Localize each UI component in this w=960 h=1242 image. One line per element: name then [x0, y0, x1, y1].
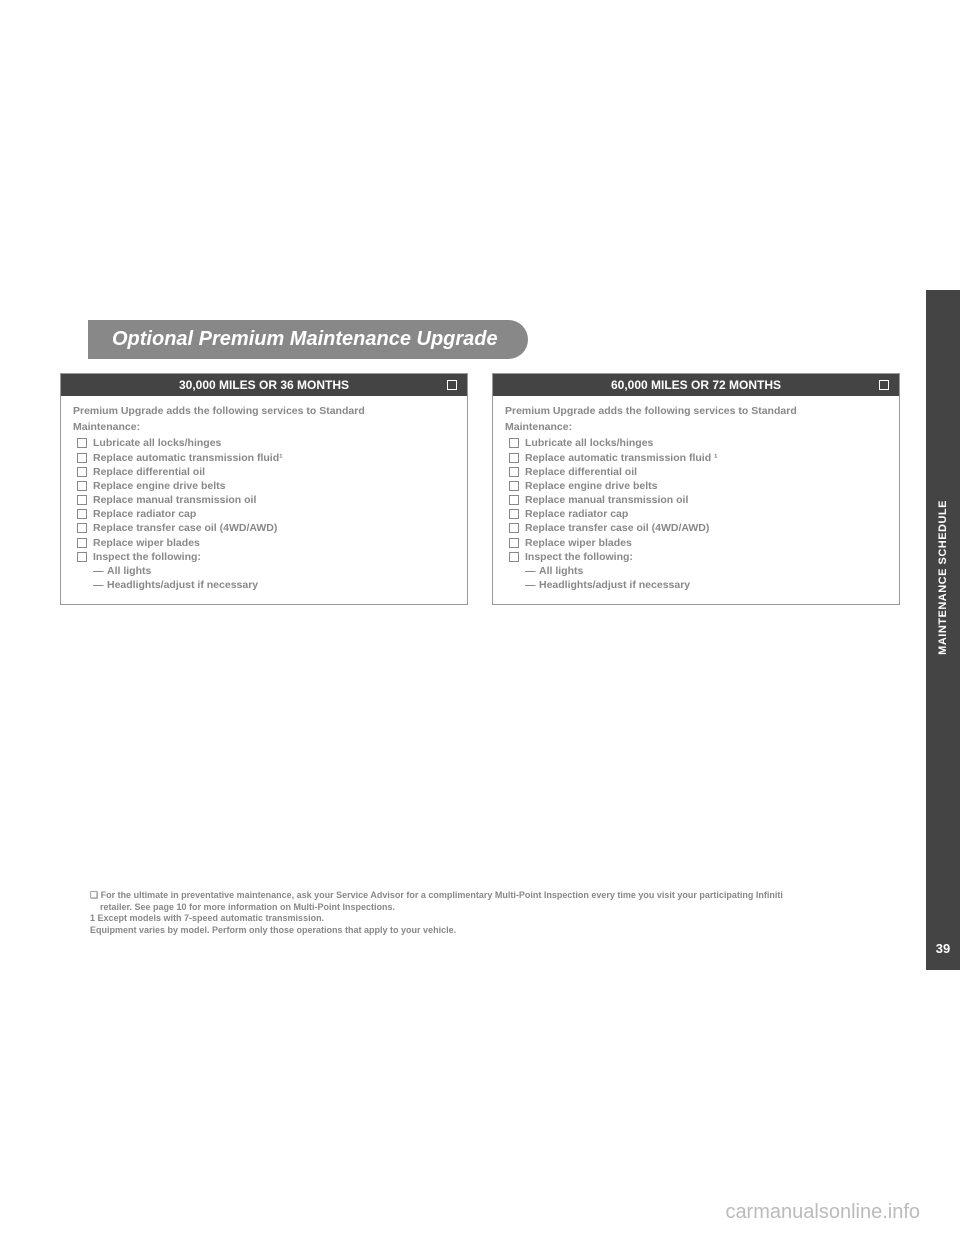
list-item: Replace wiper blades	[509, 536, 887, 550]
card-header-60000: 60,000 MILES OR 72 MONTHS	[493, 374, 899, 396]
cards-row: 30,000 MILES OR 36 MONTHS Premium Upgrad…	[60, 373, 900, 605]
sub-service-list: All lights Headlights/adjust if necessar…	[73, 564, 455, 592]
list-item: Replace wiper blades	[77, 536, 455, 550]
list-item: Inspect the following:	[77, 550, 455, 564]
intro-text: Premium Upgrade adds the following servi…	[505, 404, 887, 418]
list-item: Replace automatic transmission fluid ¹	[509, 451, 887, 465]
list-item: Replace radiator cap	[509, 507, 887, 521]
side-tab-label: MAINTENANCE SCHEDULE	[937, 500, 949, 655]
list-item: All lights	[525, 564, 887, 578]
intro-text-2: Maintenance:	[73, 420, 455, 434]
list-item: Replace engine drive belts	[509, 479, 887, 493]
card-header-30000: 30,000 MILES OR 36 MONTHS	[61, 374, 467, 396]
intro-text: Premium Upgrade adds the following servi…	[73, 404, 455, 418]
list-item: Replace transfer case oil (4WD/AWD)	[509, 521, 887, 535]
list-item: Replace manual transmission oil	[77, 493, 455, 507]
list-item: All lights	[93, 564, 455, 578]
list-item: Replace engine drive belts	[77, 479, 455, 493]
card-30000: 30,000 MILES OR 36 MONTHS Premium Upgrad…	[60, 373, 468, 605]
watermark: carmanualsonline.info	[725, 1201, 920, 1224]
list-item: Lubricate all locks/hinges	[77, 436, 455, 450]
footnote-line: retailer. See page 10 for more informati…	[90, 902, 870, 914]
service-list: Lubricate all locks/hinges Replace autom…	[73, 436, 455, 564]
side-tab: MAINTENANCE SCHEDULE 39	[926, 290, 960, 970]
list-item: Replace differential oil	[77, 465, 455, 479]
intro-text-2: Maintenance:	[505, 420, 887, 434]
card-body-60000: Premium Upgrade adds the following servi…	[493, 396, 899, 604]
footnotes: ❏ For the ultimate in preventative maint…	[90, 890, 870, 937]
list-item: Lubricate all locks/hinges	[509, 436, 887, 450]
list-item: Replace manual transmission oil	[509, 493, 887, 507]
footnote-line: Equipment varies by model. Perform only …	[90, 925, 870, 937]
card-body-30000: Premium Upgrade adds the following servi…	[61, 396, 467, 604]
list-item: Inspect the following:	[509, 550, 887, 564]
card-60000: 60,000 MILES OR 72 MONTHS Premium Upgrad…	[492, 373, 900, 605]
page-number: 39	[926, 941, 960, 956]
page-title: Optional Premium Maintenance Upgrade	[88, 320, 528, 359]
list-item: Replace differential oil	[509, 465, 887, 479]
list-item: Replace radiator cap	[77, 507, 455, 521]
checkbox-icon	[879, 380, 889, 390]
list-item: Replace transfer case oil (4WD/AWD)	[77, 521, 455, 535]
checkbox-icon	[447, 380, 457, 390]
card-header-text: 60,000 MILES OR 72 MONTHS	[611, 378, 781, 392]
sub-service-list: All lights Headlights/adjust if necessar…	[505, 564, 887, 592]
footnote-line: ❏ For the ultimate in preventative maint…	[90, 890, 870, 902]
footnote-line: 1 Except models with 7-speed automatic t…	[90, 913, 870, 925]
card-header-text: 30,000 MILES OR 36 MONTHS	[179, 378, 349, 392]
page-content: Optional Premium Maintenance Upgrade 30,…	[60, 320, 900, 605]
list-item: Headlights/adjust if necessary	[93, 578, 455, 592]
list-item: Replace automatic transmission fluid¹	[77, 451, 455, 465]
service-list: Lubricate all locks/hinges Replace autom…	[505, 436, 887, 564]
list-item: Headlights/adjust if necessary	[525, 578, 887, 592]
